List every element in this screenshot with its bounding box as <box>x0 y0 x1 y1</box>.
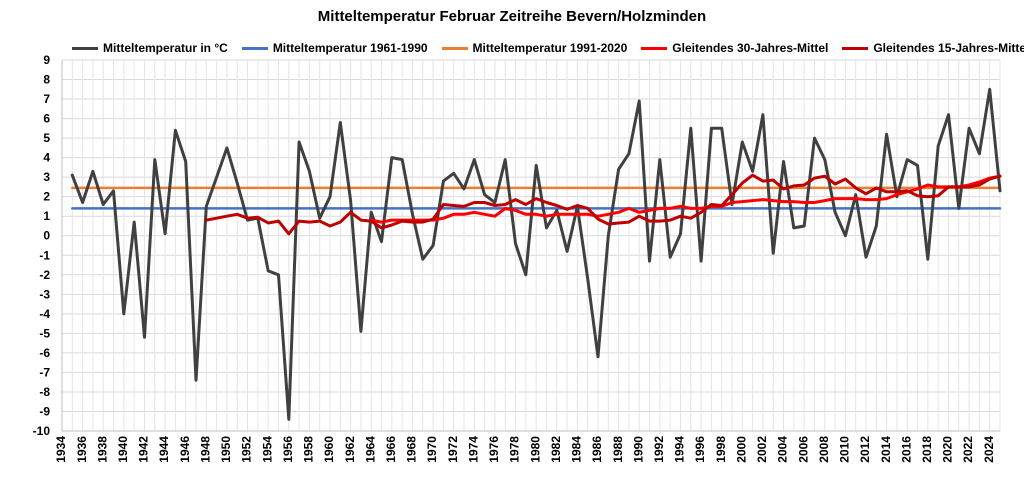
x-tick-label: 2020 <box>941 436 955 463</box>
legend-swatch-moving-15 <box>842 46 869 50</box>
x-axis-tick-labels: 1934 1936 1938 1940 1942 1944 1946 1948 1950 1952… <box>54 436 996 463</box>
x-tick-label: 1996 <box>693 436 707 463</box>
x-tick-label: 1972 <box>446 436 460 463</box>
y-tick-label: 1 <box>43 209 50 223</box>
legend-item-moving-30: Gleitendes 30-Jahres-Mittel <box>641 41 828 55</box>
legend-item-monthly-mean: Mitteltemperatur in °C <box>72 41 228 55</box>
legend-item-mean-1961-1990: Mitteltemperatur 1961-1990 <box>241 41 428 55</box>
x-tick-label: 1952 <box>240 436 254 463</box>
x-tick-label: 1934 <box>54 436 68 463</box>
y-tick-label: -3 <box>39 287 50 301</box>
x-tick-label: 1992 <box>652 436 666 463</box>
y-tick-label: 5 <box>43 131 50 145</box>
legend-item-moving-15: Gleitendes 15-Jahres-Mittel <box>842 41 1024 55</box>
x-tick-label: 1978 <box>508 436 522 463</box>
y-tick-label: 2 <box>43 190 50 204</box>
x-tick-label: 1944 <box>157 436 171 463</box>
legend-swatch-mean-1991-2020 <box>441 46 468 50</box>
x-tick-label: 1990 <box>631 436 645 463</box>
x-tick-label: 1962 <box>343 436 357 463</box>
series-line-moving-30 <box>369 174 1002 224</box>
x-tick-label: 1950 <box>219 436 233 463</box>
x-tick-label: 1940 <box>116 436 130 463</box>
legend: Mitteltemperatur in °C Mitteltemperatur … <box>72 40 1024 56</box>
y-tick-label: -4 <box>39 307 50 321</box>
legend-item-mean-1991-2020: Mitteltemperatur 1991-2020 <box>441 41 628 55</box>
x-tick-label: 2018 <box>920 436 934 463</box>
x-tick-label: 2002 <box>755 436 769 463</box>
legend-swatch-monthly-mean <box>72 46 98 50</box>
y-tick-label: -1 <box>39 248 50 262</box>
legend-label-mean-1961-1990: Mitteltemperatur 1961-1990 <box>272 41 428 55</box>
y-tick-label: -9 <box>39 404 50 418</box>
series-line-moving-15 <box>204 173 1002 236</box>
x-tick-label: 1966 <box>384 436 398 463</box>
y-tick-label: -5 <box>39 326 50 340</box>
x-tick-label: 1938 <box>95 436 109 463</box>
y-tick-label: 9 <box>43 53 50 67</box>
x-tick-label: 1994 <box>673 436 687 463</box>
x-tick-label: 1976 <box>487 436 501 463</box>
x-tick-label: 2024 <box>982 436 996 463</box>
x-tick-label: 2016 <box>899 436 913 463</box>
x-tick-label: 1988 <box>611 436 625 463</box>
legend-swatch-mean-1961-1990 <box>241 46 268 50</box>
x-tick-label: 1960 <box>322 436 336 463</box>
legend-label-monthly-mean: Mitteltemperatur in °C <box>103 41 228 55</box>
x-tick-label: 1958 <box>302 436 316 463</box>
x-tick-label: 1954 <box>260 436 274 463</box>
y-tick-label: 6 <box>43 112 50 126</box>
data-series <box>70 87 1002 421</box>
series-line-monthly-mean <box>70 87 1002 421</box>
x-tick-label: 1968 <box>405 436 419 463</box>
y-tick-label: -10 <box>33 424 51 438</box>
legend-label-moving-30: Gleitendes 30-Jahres-Mittel <box>672 41 829 55</box>
y-tick-label: 3 <box>43 170 50 184</box>
gridlines <box>61 59 1001 432</box>
x-tick-label: 1956 <box>281 436 295 463</box>
legend-swatch-moving-30 <box>641 46 668 50</box>
x-tick-label: 2010 <box>838 436 852 463</box>
y-tick-label: 7 <box>43 92 50 106</box>
x-tick-label: 1998 <box>714 436 728 463</box>
x-tick-label: 1946 <box>178 436 192 463</box>
x-tick-label: 1982 <box>549 436 563 463</box>
x-tick-label: 2006 <box>796 436 810 463</box>
chart-title: Mitteltemperatur Februar Zeitreihe Bever… <box>317 8 707 25</box>
legend-label-mean-1991-2020: Mitteltemperatur 1991-2020 <box>472 41 628 55</box>
x-tick-label: 1974 <box>466 436 480 463</box>
x-tick-label: 1942 <box>137 436 151 463</box>
y-tick-label: -6 <box>39 346 50 360</box>
x-tick-label: 1948 <box>198 436 212 463</box>
x-tick-label: 1964 <box>363 436 377 463</box>
y-tick-label: 0 <box>43 229 50 243</box>
x-tick-label: 1936 <box>75 436 89 463</box>
x-tick-label: 1984 <box>570 436 584 463</box>
y-tick-label: -8 <box>39 385 50 399</box>
x-tick-label: 2000 <box>734 436 748 463</box>
x-tick-label: 2012 <box>858 436 872 463</box>
y-tick-label: 8 <box>43 73 50 87</box>
y-tick-label: -2 <box>39 268 50 282</box>
x-tick-label: 2014 <box>879 436 893 463</box>
legend-label-moving-15: Gleitendes 15-Jahres-Mittel <box>873 41 1024 55</box>
y-tick-label: -7 <box>39 365 50 379</box>
x-tick-label: 1986 <box>590 436 604 463</box>
y-tick-label: 4 <box>43 151 50 165</box>
x-tick-label: 1970 <box>425 436 439 463</box>
x-tick-label: 1980 <box>528 436 542 463</box>
x-tick-label: 2004 <box>776 436 790 463</box>
x-tick-label: 2008 <box>817 436 831 463</box>
x-tick-label: 2022 <box>961 436 975 463</box>
